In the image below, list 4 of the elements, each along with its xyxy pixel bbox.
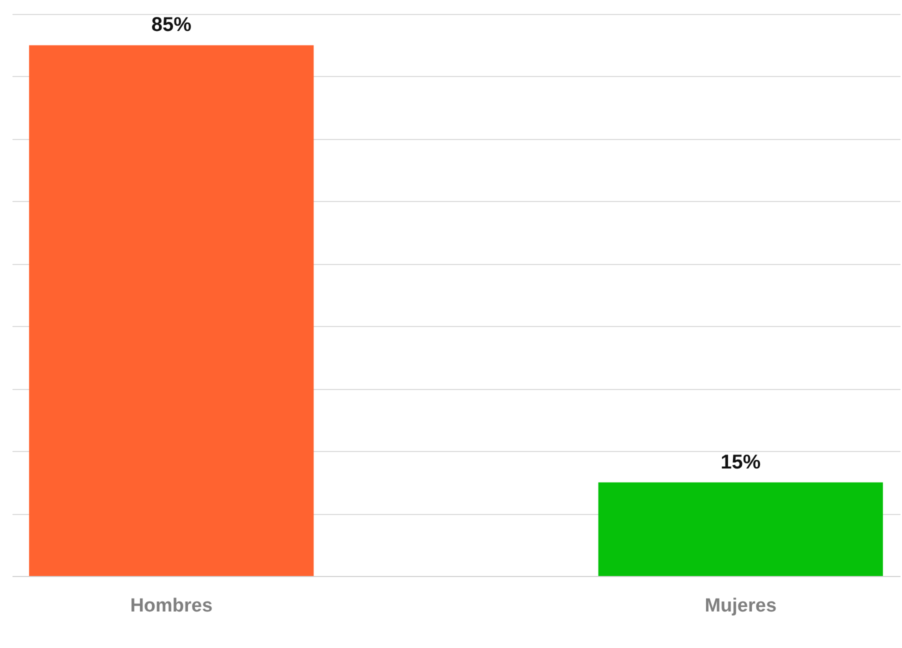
x-tick-label: Mujeres [704, 596, 777, 616]
data-label: 15% [720, 451, 761, 474]
x-tick-label: Hombres [130, 596, 213, 616]
data-label: 85% [151, 14, 192, 36]
